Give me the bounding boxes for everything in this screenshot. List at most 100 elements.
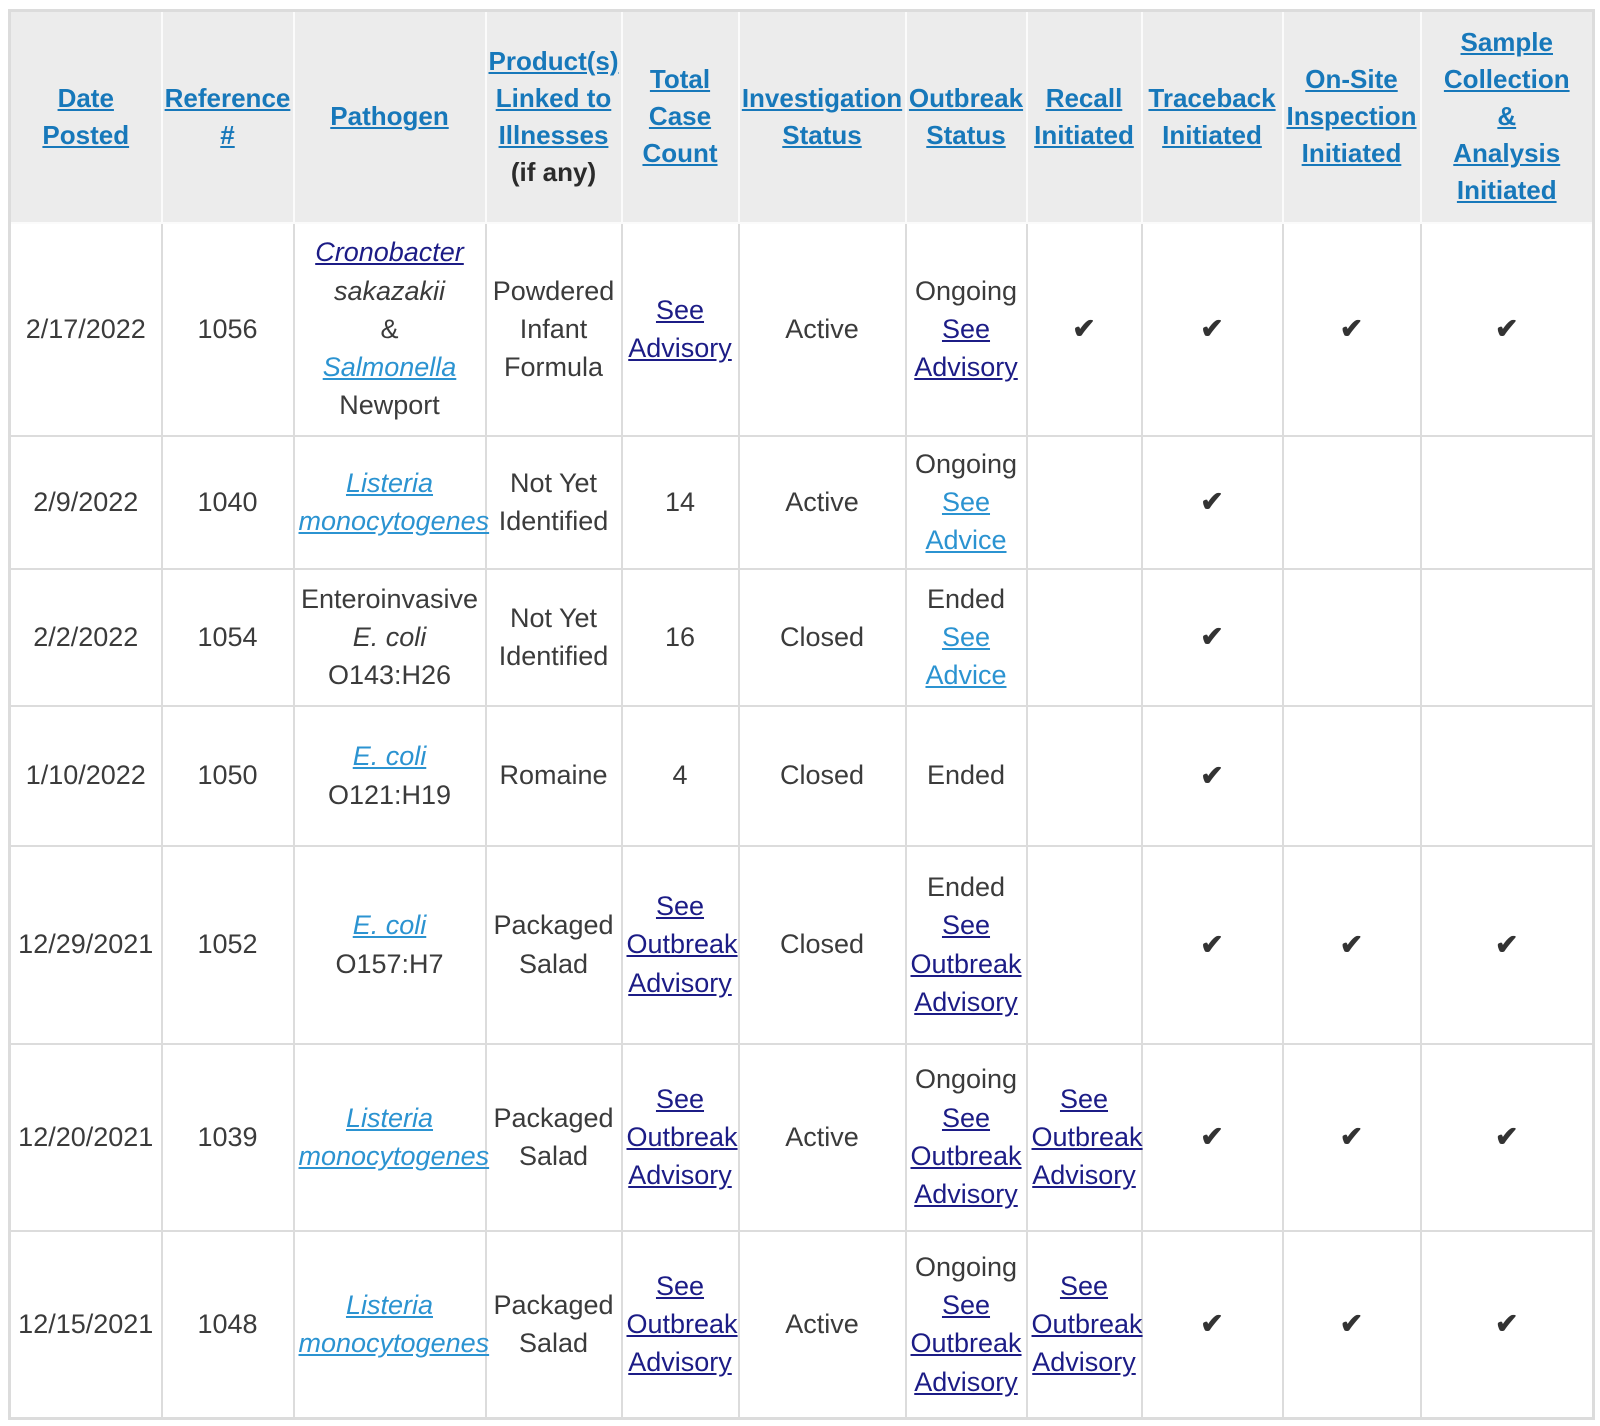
- table-cell: Powdered Infant Formula: [484, 221, 623, 437]
- table-cell: ✔: [1140, 1229, 1284, 1420]
- cell-text: Ended: [926, 871, 1006, 902]
- see-outbreak-advisory-link[interactable]: See Outbreak Advisory: [910, 910, 1022, 1017]
- cell-text: Active: [785, 1121, 859, 1152]
- table-row: 12/15/2021 1048 Listeria monocytogenes Pack…: [8, 1229, 1595, 1420]
- table-row: 2/2/2022 1054 Enteroinvasive E. coli O143:H2…: [8, 567, 1595, 707]
- cell-text: 14: [664, 486, 696, 517]
- cell-text: 1039: [197, 1121, 258, 1152]
- table-cell: 1056: [160, 221, 295, 437]
- table-cell: Active: [737, 434, 907, 570]
- table-cell: [1419, 704, 1595, 847]
- sort-link-date[interactable]: Date Posted: [42, 82, 130, 150]
- column-header-product-s: Product(s) Linked to Illnesses (if any): [484, 9, 623, 224]
- cell-text: Packaged Salad: [493, 1102, 614, 1171]
- table-cell: [1025, 434, 1143, 570]
- table-cell: 1052: [160, 844, 295, 1045]
- column-header-outbreak: Outbreak Status: [904, 9, 1028, 224]
- sort-link-pathogen[interactable]: Pathogen: [330, 101, 449, 132]
- table-cell: 16: [620, 567, 740, 707]
- table-cell: ✔: [1281, 844, 1422, 1045]
- header-row: Date Posted Reference # Pathogen Product(s)…: [8, 9, 1595, 224]
- sort-link-traceback[interactable]: Traceback Initiated: [1148, 82, 1276, 150]
- see-outbreak-advisory-link[interactable]: See Outbreak Advisory: [1031, 1270, 1143, 1378]
- check-icon: ✔: [1495, 1308, 1519, 1340]
- see-advisory-link[interactable]: See Advisory: [914, 313, 1018, 383]
- cell-text: Ongoing: [914, 1064, 1018, 1095]
- cell-text: 12/15/2021: [18, 1309, 154, 1340]
- cell-text: Closed: [779, 929, 865, 960]
- table-cell: Active: [737, 1229, 907, 1420]
- e-coli-link[interactable]: E. coli: [352, 741, 427, 772]
- cell-text: Active: [785, 1309, 859, 1340]
- table-cell: Closed: [737, 567, 907, 707]
- listeria-monocytogenes-link[interactable]: Listeria monocytogenes: [298, 1102, 490, 1171]
- cell-text: 1050: [197, 760, 258, 791]
- see-outbreak-advisory-link[interactable]: See Outbreak Advisory: [910, 1289, 1022, 1397]
- column-header-total: Total Case Count: [620, 9, 740, 224]
- check-icon: ✔: [1200, 1121, 1224, 1153]
- table-cell: 2/2/2022: [8, 567, 163, 707]
- cell-text: Closed: [779, 760, 865, 791]
- see-advisory-link[interactable]: See Advisory: [628, 294, 732, 363]
- table-cell: See Advisory: [620, 221, 740, 437]
- table-cell: Ongoing See Outbreak Advisory: [904, 1229, 1028, 1420]
- table-body: 2/17/2022 1056 Cronobacter sakazakii & Salmon…: [8, 221, 1595, 1420]
- see-outbreak-advisory-link[interactable]: See Outbreak Advisory: [626, 891, 738, 998]
- table-cell: ✔: [1140, 704, 1284, 847]
- cell-text: 12/29/2021: [18, 929, 154, 960]
- see-advice-link[interactable]: See Advice: [925, 621, 1007, 691]
- see-outbreak-advisory-link[interactable]: See Outbreak Advisory: [626, 1083, 738, 1191]
- column-header-reference: Reference #: [160, 9, 295, 224]
- check-icon: ✔: [1200, 759, 1224, 791]
- cell-text: 1040: [197, 486, 258, 517]
- check-icon: ✔: [1200, 1308, 1224, 1340]
- cell-text: 1052: [197, 929, 258, 960]
- sort-link-investigation[interactable]: Investigation Status: [741, 82, 903, 150]
- table-cell: [1281, 434, 1422, 570]
- see-outbreak-advisory-link[interactable]: See Outbreak Advisory: [1031, 1083, 1143, 1191]
- table-cell: Closed: [737, 704, 907, 847]
- cell-text: Packaged Salad: [493, 1289, 614, 1359]
- column-header-investigation: Investigation Status: [737, 9, 907, 224]
- cell-text: Active: [785, 313, 859, 344]
- sort-link-sample[interactable]: Sample Collection & Analysis Initiated: [1443, 27, 1570, 206]
- check-icon: ✔: [1339, 1308, 1364, 1340]
- table-cell: ✔: [1140, 434, 1284, 570]
- cell-text: sakazakii: [333, 275, 446, 306]
- check-icon: ✔: [1200, 928, 1224, 960]
- cell-text: Romaine: [499, 760, 608, 791]
- cell-text: O121:H19: [327, 779, 452, 810]
- check-icon: ✔: [1200, 313, 1224, 345]
- cronobacter-link[interactable]: Cronobacter: [315, 237, 464, 268]
- sort-link-reference[interactable]: Reference #: [164, 82, 291, 150]
- see-outbreak-advisory-link[interactable]: See Outbreak Advisory: [910, 1102, 1022, 1210]
- table-cell: Enteroinvasive E. coli O143:H26: [292, 567, 487, 707]
- sort-link-total[interactable]: Total Case Count: [642, 64, 718, 169]
- sort-link-on-site[interactable]: On-Site Inspection Initiated: [1286, 64, 1417, 169]
- cell-text: Powdered Infant Formula: [492, 275, 615, 383]
- table-row: 2/17/2022 1056 Cronobacter sakazakii & Salmon…: [8, 221, 1595, 437]
- table-cell: ✔: [1140, 1042, 1284, 1232]
- table-cell: ✔: [1281, 221, 1422, 437]
- listeria-monocytogenes-link[interactable]: Listeria monocytogenes: [298, 1289, 490, 1359]
- salmonella-link[interactable]: Salmonella: [322, 352, 457, 383]
- listeria-monocytogenes-link[interactable]: Listeria monocytogenes: [298, 467, 490, 536]
- cell-text: 1056: [197, 313, 258, 344]
- table-cell: Cronobacter sakazakii & Salmonella Newport: [292, 221, 487, 437]
- table-cell: See Outbreak Advisory: [1025, 1229, 1143, 1420]
- sort-link-recall[interactable]: Recall Initiated: [1034, 82, 1134, 150]
- column-sublabel: (if any): [510, 156, 597, 187]
- cell-text: 2/17/2022: [25, 313, 146, 344]
- see-outbreak-advisory-link[interactable]: See Outbreak Advisory: [626, 1270, 738, 1378]
- table-cell: Listeria monocytogenes: [292, 434, 489, 570]
- check-icon: ✔: [1339, 1121, 1364, 1153]
- cell-text: Not Yet Identified: [498, 467, 609, 536]
- table-cell: 12/29/2021: [8, 844, 163, 1045]
- table-row: 1/10/2022 1050 E. coli O121:H19 Romaine 4 Clos…: [8, 704, 1595, 847]
- sort-link-product-s[interactable]: Product(s) Linked to Illnesses: [488, 45, 619, 150]
- table-cell: See Outbreak Advisory: [1025, 1042, 1143, 1232]
- see-advice-link[interactable]: See Advice: [925, 486, 1007, 556]
- e-coli-link[interactable]: E. coli: [352, 910, 427, 941]
- sort-link-outbreak[interactable]: Outbreak Status: [908, 82, 1024, 150]
